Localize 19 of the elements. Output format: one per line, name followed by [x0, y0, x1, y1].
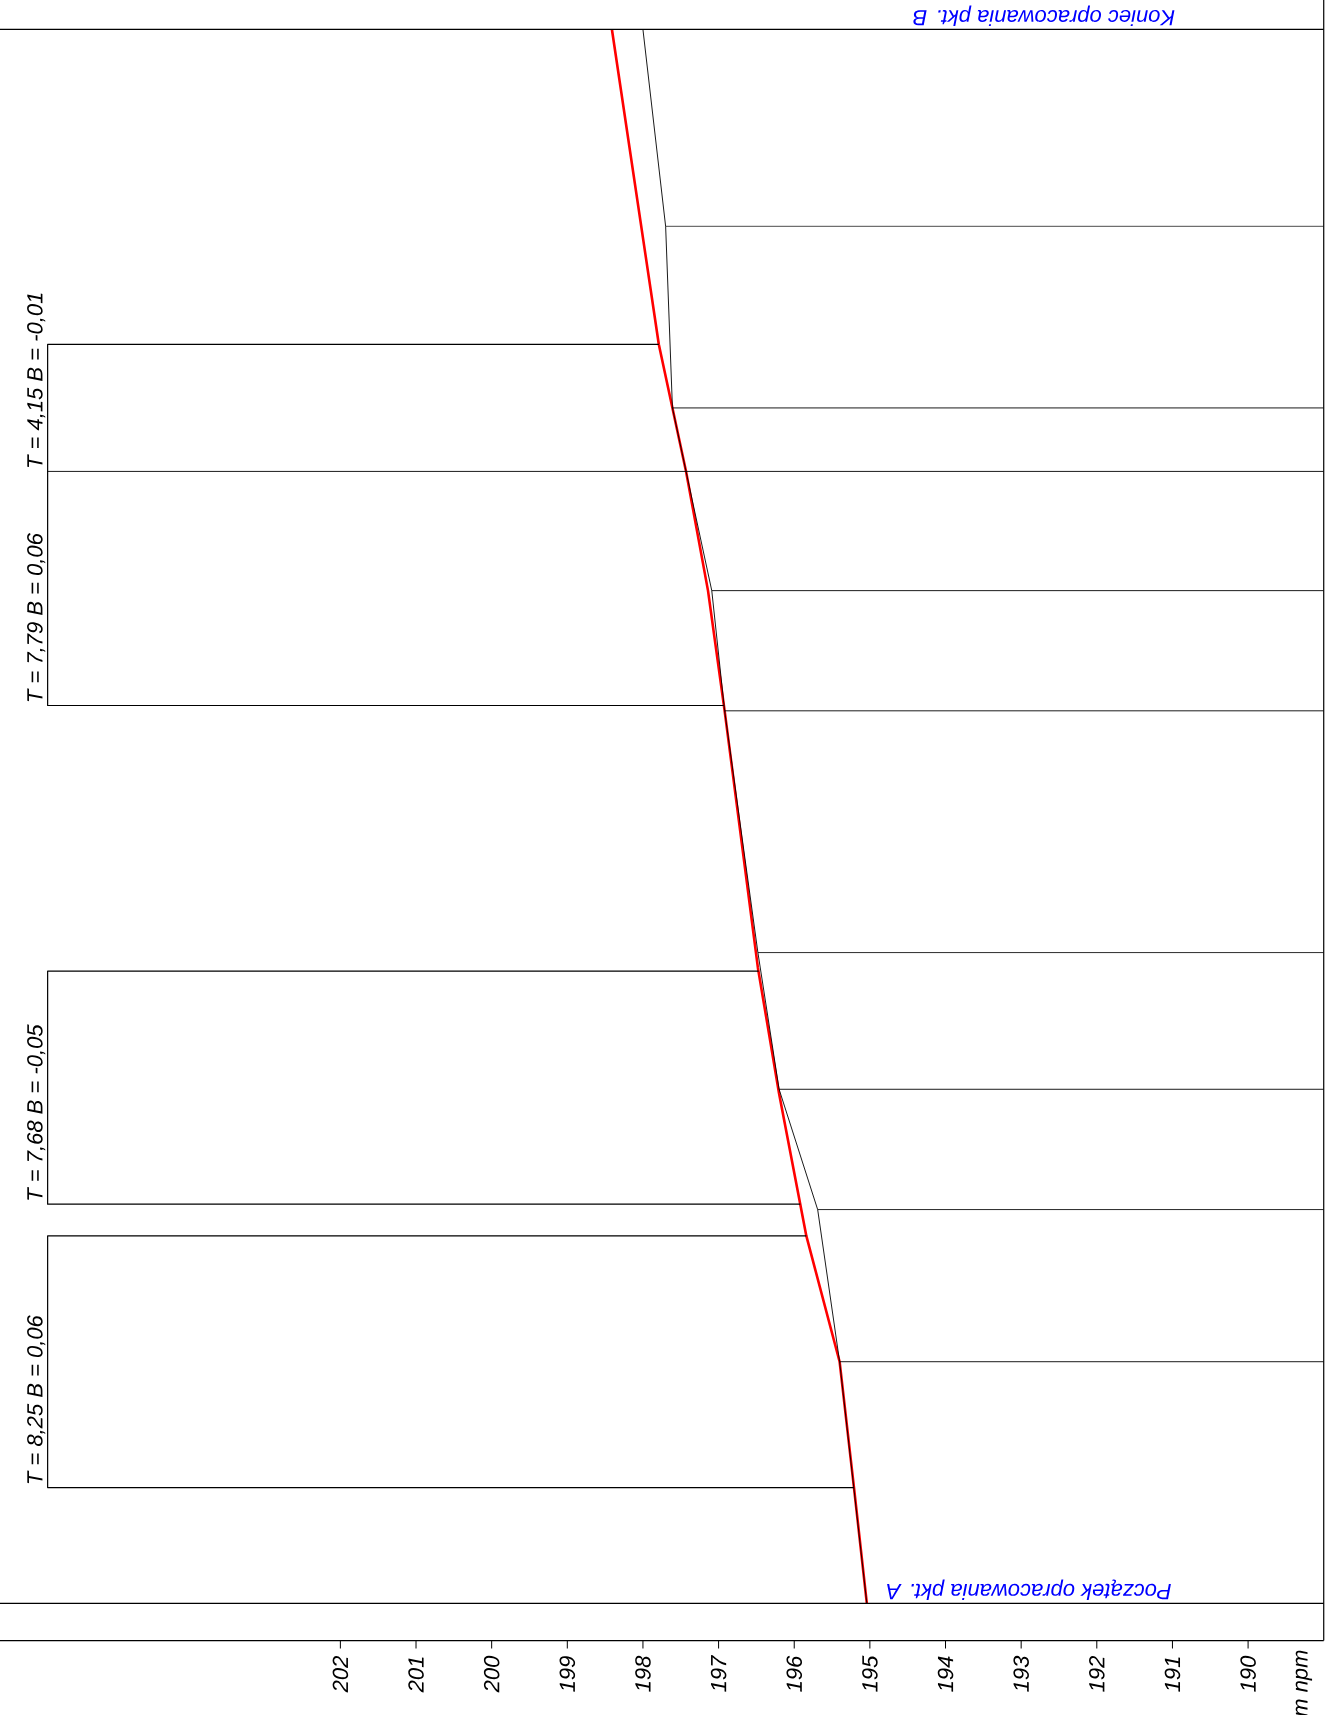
annotation: Początek opracowania pkt. A	[887, 1579, 1171, 1600]
x-tick-label: 195	[862, 1655, 878, 1692]
x-tick-label: 202	[332, 1655, 349, 1693]
x-tick-label: 191	[1164, 1657, 1181, 1692]
x-tick-label: 198	[635, 1655, 651, 1692]
x-tick-label: 190	[1240, 1655, 1256, 1692]
annotation: T = 8,25 B = 0,06	[27, 1315, 46, 1484]
x-tick-label: 196	[786, 1655, 803, 1692]
x-tick-label: 197	[710, 1655, 727, 1692]
annotation: T = 4,15 B = -0,01	[27, 293, 46, 468]
x-tick-label: 201	[408, 1657, 424, 1693]
annotation: T = 7,68 B = -0,05	[27, 1024, 46, 1200]
x-tick-label: 192	[1089, 1655, 1105, 1692]
x-tick-label: 200	[483, 1655, 500, 1693]
annotation: T = 7,79 B = 0,06	[27, 533, 46, 702]
x-tick-label: 193	[1013, 1655, 1029, 1692]
x-tick-label: 194	[937, 1656, 954, 1692]
annotation: Koniec opracowania pkt. B	[913, 5, 1175, 27]
x-tick-label: 199	[559, 1656, 576, 1692]
